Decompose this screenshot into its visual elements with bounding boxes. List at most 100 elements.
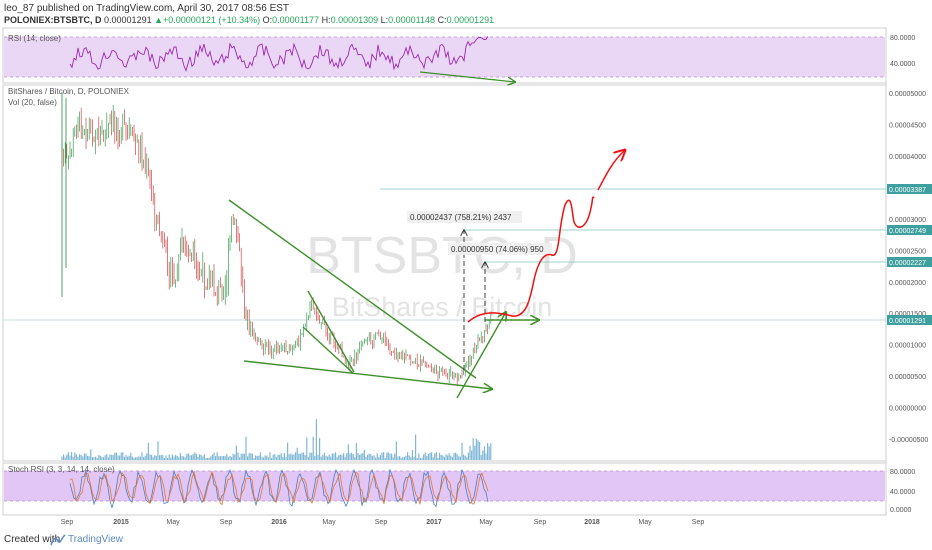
time-axis-tick: 2017 <box>426 519 442 526</box>
volume-bar <box>149 454 151 460</box>
volume-bar <box>347 444 349 460</box>
wedge-lower-line[interactable] <box>302 326 354 374</box>
volume-bar <box>424 452 426 460</box>
volume-bar <box>205 457 207 460</box>
volume-bar <box>203 454 205 460</box>
volume-bar <box>167 457 169 460</box>
projection-path[interactable] <box>467 196 595 323</box>
volume-bar <box>202 456 204 460</box>
volume-bar <box>213 452 215 460</box>
volume-bar <box>453 453 455 460</box>
time-axis-tick: Sep <box>692 519 705 526</box>
price-axis-tick: 0.00000500 <box>889 374 926 381</box>
volume-bar <box>330 456 332 460</box>
trendline-descending[interactable] <box>228 199 477 379</box>
volume-bar <box>71 452 73 460</box>
volume-bar <box>359 455 361 460</box>
price-axis-tick: 0.00001500 <box>889 311 926 318</box>
volume-bar <box>463 454 465 460</box>
volume-bar <box>384 457 386 460</box>
measure-label-bg-2 <box>448 243 552 255</box>
volume-bar <box>223 455 225 460</box>
volume-bar <box>434 453 436 460</box>
stoch-band <box>4 471 885 501</box>
high-label: H: <box>321 15 331 25</box>
measure-label-2: 0.00000950 (74.06%) 950 <box>451 245 544 254</box>
price-tag-2749: 0.00002749 <box>887 225 932 235</box>
volume-bar <box>482 450 484 460</box>
volume-bar <box>448 453 450 460</box>
footer: Created with TradingView <box>0 530 932 550</box>
volume-bar <box>138 456 140 460</box>
volume-bar <box>285 457 287 460</box>
trendline-support[interactable] <box>243 360 492 389</box>
volume-bar <box>98 455 100 460</box>
volume-bar <box>218 456 220 460</box>
volume-bar <box>171 454 173 460</box>
volume-bar <box>122 452 124 460</box>
volume-bar <box>170 457 172 460</box>
volume-bar <box>63 454 65 460</box>
volume-bar <box>109 454 111 460</box>
wedge-upper-line[interactable] <box>307 290 355 373</box>
volume-bars <box>61 419 492 460</box>
volume-bar <box>426 455 428 460</box>
volume-bar <box>381 452 383 460</box>
volume-bar <box>131 456 133 460</box>
chart-canvas[interactable]: RSI (14, close) 80.0000 40.0000 BitShare… <box>0 0 932 530</box>
volume-bar <box>469 445 471 460</box>
volume-bar <box>263 457 265 460</box>
time-axis-tick: May <box>479 519 493 526</box>
volume-bar <box>416 457 418 460</box>
volume-bar <box>389 453 391 460</box>
volume-bar <box>61 456 63 460</box>
tradingview-brand-link[interactable]: TradingView <box>68 534 124 545</box>
volume-bar <box>474 445 476 460</box>
tradingview-logo-icon <box>50 534 66 546</box>
volume-bar <box>418 453 420 460</box>
volume-bar <box>229 455 231 460</box>
volume-bar <box>88 456 90 460</box>
published-text: published on TradingView.com, April 30, … <box>36 3 290 14</box>
volume-bar <box>119 455 121 460</box>
volume-bar <box>378 456 380 460</box>
volume-bar <box>75 454 77 460</box>
price-axis: 0.000050000.000045000.000040000.00003500… <box>889 91 928 444</box>
volume-bar <box>200 454 202 460</box>
projection-path-end[interactable] <box>597 150 625 191</box>
price-axis-tick: 0.00002500 <box>889 248 926 255</box>
volume-bar <box>144 455 146 460</box>
volume-bar <box>197 456 199 460</box>
volume-bar <box>115 452 117 460</box>
volume-bar <box>125 454 127 460</box>
volume-bar <box>187 453 189 460</box>
volume-bar <box>352 454 354 460</box>
time-axis-tick: Sep <box>220 519 233 526</box>
volume-bar <box>247 456 249 460</box>
volume-bar <box>349 453 351 460</box>
breakout-line[interactable] <box>456 312 506 399</box>
volume-bar <box>299 453 301 460</box>
volume-bar <box>245 436 247 460</box>
close-value: 0.00001291 <box>446 15 495 25</box>
volume-bar <box>242 453 244 460</box>
volume-bar <box>312 436 314 460</box>
volume-bar <box>331 453 333 460</box>
volume-bar <box>274 454 276 460</box>
volume-bar <box>224 456 226 460</box>
volume-bar <box>175 455 177 460</box>
volume-bar <box>168 454 170 460</box>
time-axis-tick: May <box>322 519 336 526</box>
price-axis-tick: -0.00000500 <box>889 437 928 444</box>
stoch-indicator-label: Stoch RSI (3, 3, 14, 14, close) <box>8 465 115 474</box>
volume-bar <box>101 457 103 460</box>
volume-bar <box>194 452 196 460</box>
stoch-tick-label: 80.0000 <box>890 469 915 476</box>
volume-bar <box>107 457 109 460</box>
volume-bar <box>442 455 444 460</box>
publisher-link[interactable]: leo_87 <box>4 3 35 14</box>
rsi-series-line <box>69 36 489 72</box>
volume-bar <box>259 452 261 460</box>
volume-bar <box>231 456 233 460</box>
volume-bar <box>74 452 76 460</box>
